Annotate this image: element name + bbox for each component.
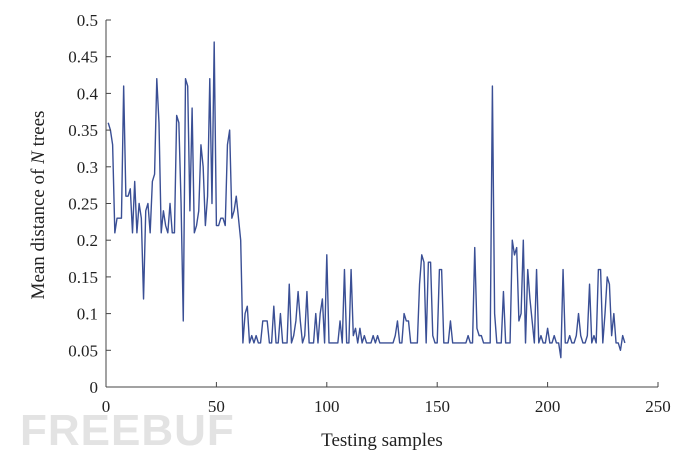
y-tick-label: 0.35 <box>68 121 98 140</box>
y-axis-title-italic: N <box>28 150 49 165</box>
x-tick-label: 250 <box>645 397 671 416</box>
y-tick-label: 0.4 <box>77 84 99 103</box>
x-tick-label: 50 <box>208 397 225 416</box>
watermark: FREEBUF <box>20 406 235 455</box>
y-axis-title-prefix: Mean distance of <box>28 164 49 300</box>
y-tick-label: 0.5 <box>77 11 98 30</box>
x-tick-label: 200 <box>535 397 561 416</box>
plot-area <box>107 41 626 359</box>
y-tick-label: 0.45 <box>68 48 98 67</box>
y-axis-title-suffix: trees <box>28 111 49 152</box>
y-tick-label: 0.25 <box>68 195 98 214</box>
y-tick-label: 0.15 <box>68 268 98 287</box>
x-tick-label: 100 <box>314 397 340 416</box>
y-tick-label: 0 <box>90 378 99 397</box>
series-line-1 <box>107 41 626 359</box>
axes: 0 50 100 150 200 250 0 0.05 0.1 0.15 0.2 0.25 0.3 0.3… <box>68 11 671 416</box>
x-axis-title: Testing samples <box>321 430 443 451</box>
y-axis-title: Mean distance of N trees <box>28 111 49 300</box>
x-tick-label: 0 <box>102 397 111 416</box>
y-tick-label: 0.2 <box>77 231 98 250</box>
y-tick-label: 0.05 <box>68 341 98 360</box>
y-tick-label: 0.1 <box>77 305 98 324</box>
y-tick-label: 0.3 <box>77 158 98 177</box>
x-tick-label: 150 <box>424 397 450 416</box>
